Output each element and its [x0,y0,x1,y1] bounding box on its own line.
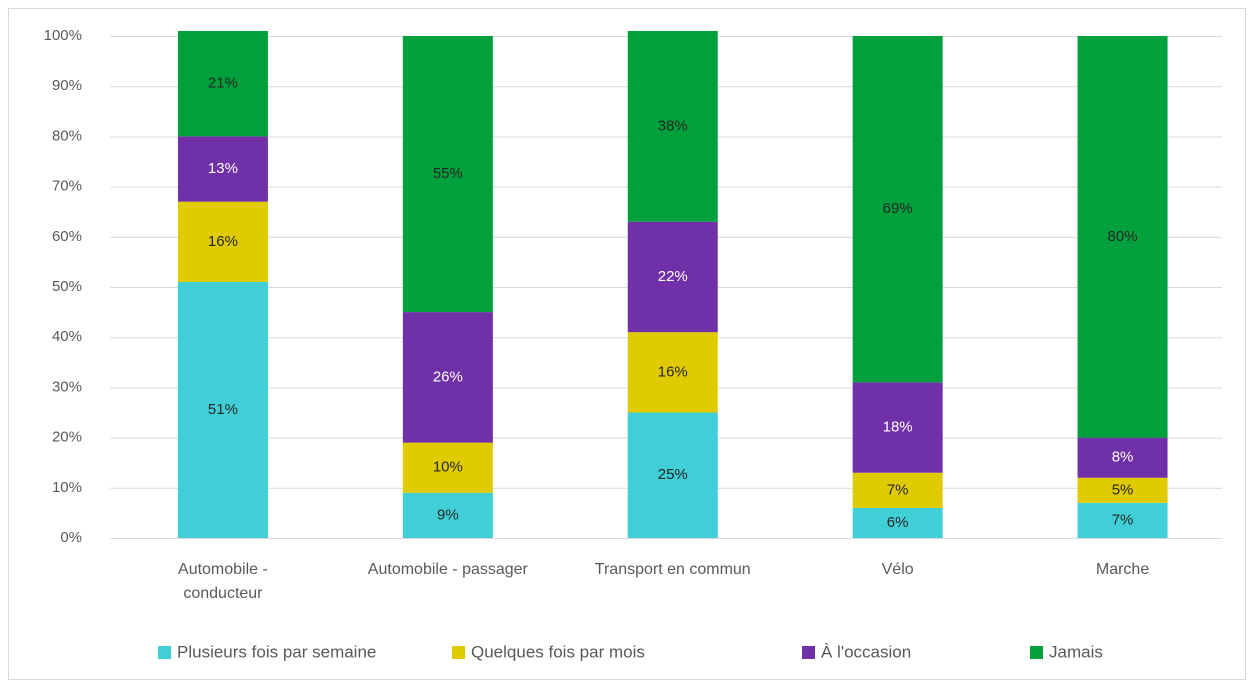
bar-segment [402,36,493,313]
y-tick-label: 60% [52,228,82,245]
y-tick-label: 10% [52,479,82,496]
data-label: 21% [208,75,238,92]
y-tick-label: 30% [52,378,82,395]
bar-segment [402,492,493,538]
legend-label: Plusieurs fois par semaine [177,642,376,661]
bar-segment [1077,502,1168,538]
data-label: 16% [208,233,238,250]
bar-segment [177,201,268,282]
bar-segment [627,412,718,538]
y-tick-label: 80% [52,127,82,144]
data-label: 69% [883,200,913,217]
data-label: 51% [208,401,238,418]
legend-swatch [1030,646,1043,659]
x-tick-label: Automobile - conducteur [178,561,268,602]
y-tick-label: 70% [52,178,82,195]
data-label: 9% [437,506,459,523]
bar-segment [177,281,268,538]
bar-segment [1077,36,1168,438]
data-label: 7% [887,481,909,498]
data-label: 22% [658,268,688,285]
y-tick-label: 100% [44,27,82,44]
y-tick-label: 90% [52,77,82,94]
data-label: 13% [208,160,238,177]
data-label: 26% [433,368,463,385]
legend-swatch [452,646,465,659]
y-tick-label: 50% [52,278,82,295]
bar-segment [627,221,718,333]
bar-segment [852,382,943,473]
bar-segment [1077,477,1168,503]
data-label: 6% [887,514,909,531]
data-label: 18% [883,419,913,436]
data-label: 10% [433,459,463,476]
bar-segment [402,312,493,443]
bar-segment [852,36,943,383]
data-label: 7% [1112,511,1134,528]
data-label: 16% [658,363,688,380]
bar-segment [177,136,268,202]
bar-segment [402,442,493,493]
y-tick-label: 20% [52,429,82,446]
x-tick-label: Automobile - passager [367,561,528,578]
bar-segment [177,30,268,137]
data-label: 55% [433,165,463,182]
bar-segment [852,472,943,508]
y-tick-label: 0% [60,529,82,546]
data-label: 38% [658,117,688,134]
legend-label: À l'occasion [821,642,911,661]
x-tick-label: Transport en commun [594,561,751,578]
x-tick-label: Vélo [881,561,914,578]
bar-segment [1077,437,1168,478]
bar-segment [627,30,718,222]
bar-segment [852,507,943,538]
data-label: 8% [1112,449,1134,466]
bar-segment [627,332,718,413]
legend-label: Quelques fois par mois [471,642,645,661]
x-tick-label: Marche [1095,561,1150,578]
data-label: 5% [1112,481,1134,498]
data-label: 80% [1108,228,1138,245]
legend-swatch [158,646,171,659]
y-tick-label: 40% [52,328,82,345]
legend-label: Jamais [1049,642,1103,661]
data-label: 25% [658,466,688,483]
legend-swatch [802,646,815,659]
